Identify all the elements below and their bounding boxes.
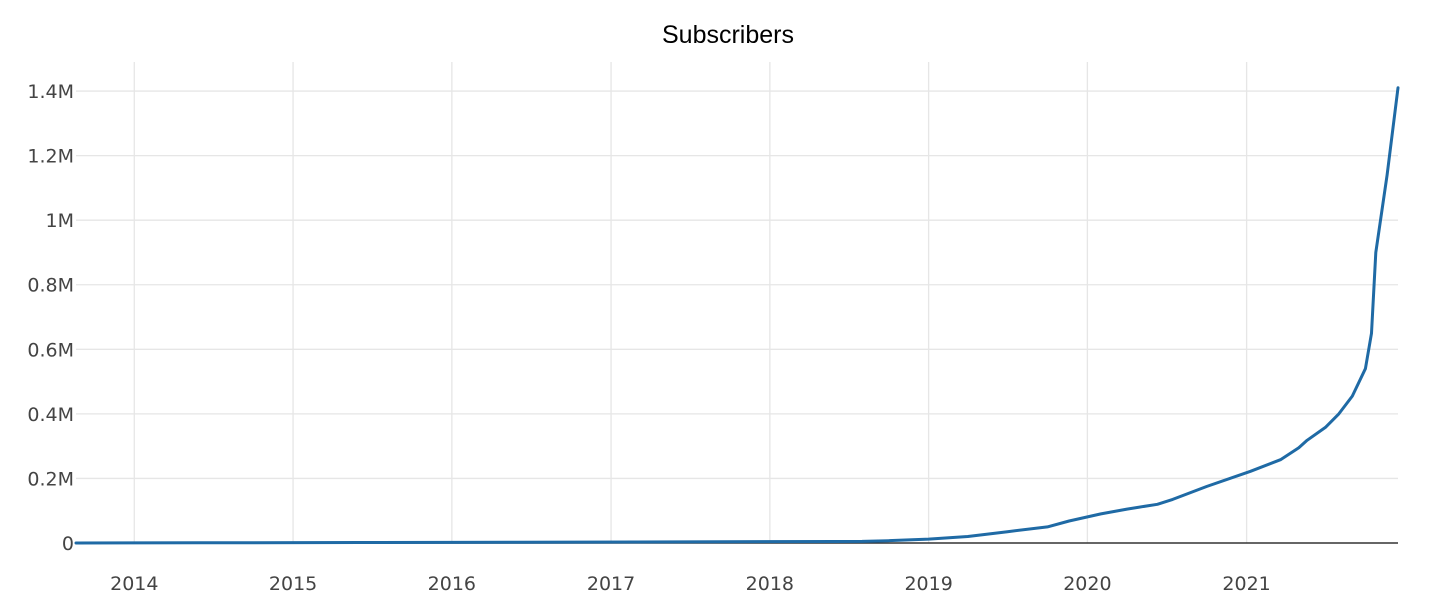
y-tick-label: 1.4M	[27, 81, 74, 103]
y-gridlines	[76, 90, 1398, 480]
x-tick-label: 2020	[1063, 573, 1111, 595]
x-tick-label: 2021	[1222, 573, 1270, 595]
x-tick-label: 2014	[110, 573, 158, 595]
y-tick-label: 1M	[46, 210, 74, 232]
x-tick-label: 2016	[428, 573, 476, 595]
x-tick-label: 2019	[904, 573, 952, 595]
series-layer	[74, 86, 1400, 545]
x-tick-label: 2018	[746, 573, 794, 595]
x-tick-label: 2015	[269, 573, 317, 595]
y-tick-label: 0.2M	[27, 468, 74, 490]
series-line-subscribers	[74, 86, 1400, 545]
x-axis-ticks: 2014 2015 2016 2017 2018 2019 2020 2021	[110, 573, 1271, 595]
chart-title: Subscribers	[662, 21, 794, 49]
y-axis-ticks: 0 0.2M 0.4M 0.6M 0.8M 1M 1.2M 1.4M	[27, 81, 74, 555]
x-gridlines	[133, 62, 1248, 543]
x-tick-label: 2017	[587, 573, 635, 595]
y-tick-label: 0.6M	[27, 339, 74, 361]
y-tick-label: 0	[62, 533, 74, 555]
y-tick-label: 1.2M	[27, 146, 74, 168]
y-tick-label: 0.4M	[27, 404, 74, 426]
y-tick-label: 0.8M	[27, 275, 74, 297]
